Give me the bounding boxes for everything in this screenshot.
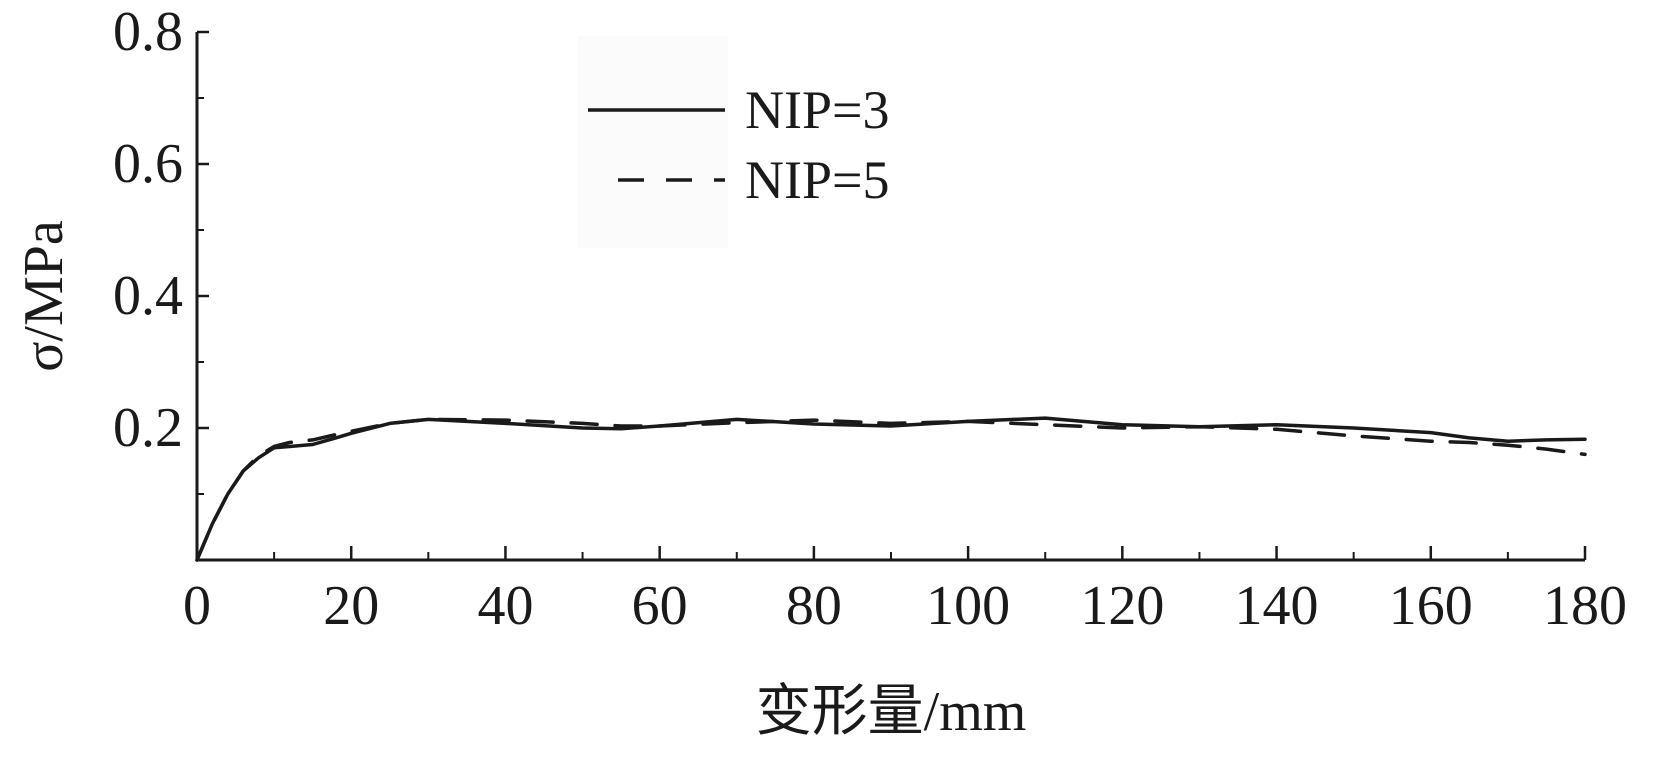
x-tick-label: 140 — [1235, 575, 1319, 637]
x-tick-label: 40 — [477, 575, 533, 637]
x-tick-label: 0 — [183, 575, 211, 637]
y-tick-label: 0.2 — [113, 397, 183, 459]
axes — [195, 32, 1585, 562]
legend-background — [578, 36, 728, 248]
y-tick-label: 0.8 — [113, 1, 183, 63]
legend-label-nip5: NIP=5 — [745, 150, 889, 210]
x-tick-label: 180 — [1543, 575, 1627, 637]
x-ticks: 0 20 40 60 80 100 120 140 160 180 — [183, 546, 1627, 637]
y-axis-title: σ/MPa — [13, 220, 75, 372]
series-line-nip5 — [195, 417, 1587, 562]
series-line-nip3 — [195, 416, 1587, 562]
y-ticks: 0.2 0.4 0.6 0.8 — [113, 1, 209, 495]
series-layer — [195, 416, 1587, 562]
x-axis-title: 变形量/mm — [756, 681, 1027, 743]
y-tick-label: 0.6 — [113, 133, 183, 195]
x-tick-label: 80 — [786, 575, 842, 637]
x-tick-label: 120 — [1080, 575, 1164, 637]
legend-label-nip3: NIP=3 — [745, 80, 889, 140]
x-tick-label: 20 — [323, 575, 379, 637]
x-tick-label: 60 — [632, 575, 688, 637]
x-tick-label: 160 — [1389, 575, 1473, 637]
legend: NIP=3 NIP=5 — [588, 80, 889, 210]
y-tick-label: 0.4 — [113, 265, 183, 327]
x-tick-label: 100 — [926, 575, 1010, 637]
legend-panel — [578, 36, 728, 248]
